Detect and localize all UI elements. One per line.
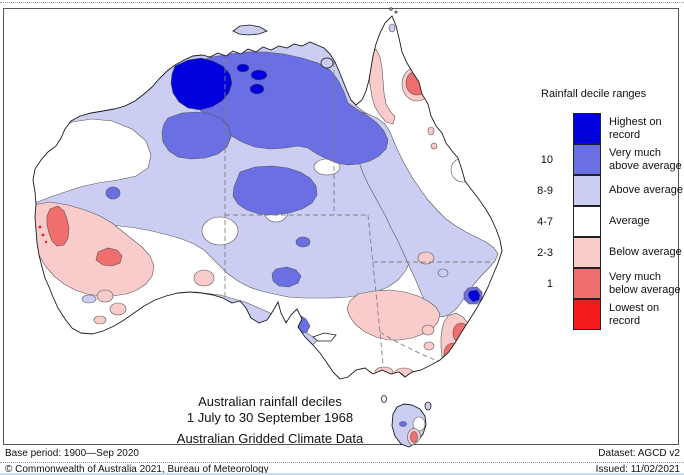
legend-range-label: 1 [546,277,553,290]
region-nsw-above-spot [437,268,449,278]
legend-item-very_much_above: 10 Very much above average [520,143,684,175]
torres-islet-1 [389,7,393,11]
region-nsw-inland-below [346,289,441,341]
region-central-aus-vma [232,165,318,216]
region-nsw-below-spot-1 [421,324,435,336]
legend-swatch-very_much_above [573,143,601,175]
legend-swatch-highest [573,112,601,144]
region-highest-spot-2 [250,69,268,81]
region-cairns-core-vmb [405,70,429,96]
map-period: 1 July to 30 September 1968 [186,410,354,425]
state-borders [224,60,493,365]
region-qld-sa-corner-below [417,251,435,265]
region-cape-tip-above-spot [388,23,396,33]
region-tas-vma-spot [399,421,407,427]
legend-item-below: 2-3 Below average [520,236,684,268]
legend-swatch-lowest [573,298,601,330]
legend: Rainfall decile ranges Highest on record… [520,88,684,330]
region-nsw-highest-core [467,289,481,303]
top-dotted-rule [0,2,684,3]
region-centre-average-patch-2 [201,216,239,246]
legend-label: Average [609,215,650,227]
region-qld-average-patch [450,157,476,183]
border-sa-east [367,214,384,365]
region-abrolhos-dot-3 [44,240,48,244]
flinders-island [424,401,432,411]
region-highest-spot-3 [249,83,265,95]
kangaroo-island [312,332,337,342]
legend-label: Lowest on record [609,301,660,327]
legend-item-highest: Highest on record [520,112,684,144]
groote-eylandt [320,57,334,69]
legend-item-very_much_below: 1 Very much below average [520,267,684,299]
legend-range-label: 8-9 [537,184,553,197]
map-dataset-name: Australian Gridded Climate Data [176,431,364,446]
region-nsw-below-spot-2 [423,341,435,351]
tasmania-region-fills [399,416,426,446]
region-qld-coast-below-2 [430,142,438,150]
legend-item-lowest: Lowest on record [520,298,684,330]
region-sw-wa-above-spot [81,294,97,304]
footer-row-2: © Commonwealth of Australia 2021, Bureau… [5,464,680,475]
legend-label: Very much below average [609,270,681,296]
region-sw-below-3 [93,315,107,325]
issued-text: Issued: 11/02/2021 [595,464,680,475]
legend-item-average: 4-7 Average [520,205,684,237]
copyright-text: © Commonwealth of Australia 2021, Bureau… [5,464,269,475]
map-title: Australian rainfall deciles [198,394,342,409]
region-sw-below-2 [109,302,127,316]
legend-swatch-average [573,205,601,237]
legend-items: Highest on record 10 Very much above avera… [520,112,684,330]
australia-coastline [32,15,503,380]
region-gascoyne-core-vmb [46,205,70,247]
region-highest-spot-1 [236,63,250,73]
region-sw-below-1 [96,289,114,303]
legend-range-label: 10 [540,153,553,166]
border-nsw-vic [379,331,442,363]
region-sa-vma-spot-north [295,236,311,248]
footer-row-1: Base period: 1900—Sep 2020 Dataset: AGCD… [5,448,680,459]
torres-islet-2 [394,10,398,14]
region-sa-below-blob [193,269,215,287]
region-kimberley-highest [170,57,233,111]
footer-dotted-rule [0,462,684,463]
legend-label: Highest on record [609,115,662,141]
legend-item-above: 8-9 Above average [520,174,684,206]
region-wa-interior-vma [161,111,232,160]
melville-island [232,24,268,36]
region-wa-vma-spot [105,186,121,200]
region-south-wa-coast-above [136,308,180,335]
region-south-wa-coast-vma [146,313,170,331]
map-frame-border [3,8,679,445]
legend-title: Rainfall decile ranges [541,88,647,100]
bottom-edge-strip [0,473,684,475]
region-qld-coast-below-1 [427,126,435,136]
region-tas-average-patch [412,416,426,432]
legend-label: Above average [609,184,683,196]
islands [232,7,432,411]
legend-range-label: 4-7 [537,215,553,228]
legend-range-label: 2-3 [537,246,553,259]
region-tas-vmb-core [410,431,418,443]
region-sa-vma-blob [271,266,302,288]
base-period-text: Base period: 1900—Sep 2020 [5,448,139,459]
region-nsw-coastal-below [440,312,476,372]
legend-label: Below average [609,246,682,258]
legend-label: Very much above average [609,146,682,172]
legend-swatch-above [573,174,601,206]
legend-swatch-very_much_below [573,267,601,299]
king-island [381,395,387,403]
region-abrolhos-dot-1 [38,225,42,229]
region-wa-inland-vmb [95,247,123,267]
region-cape-york-west-below [368,48,396,125]
dataset-text: Dataset: AGCD v2 [598,448,680,459]
region-vic-below-2 [393,367,415,379]
region-abrolhos-dot-2 [41,233,45,237]
legend-swatch-below [573,236,601,268]
